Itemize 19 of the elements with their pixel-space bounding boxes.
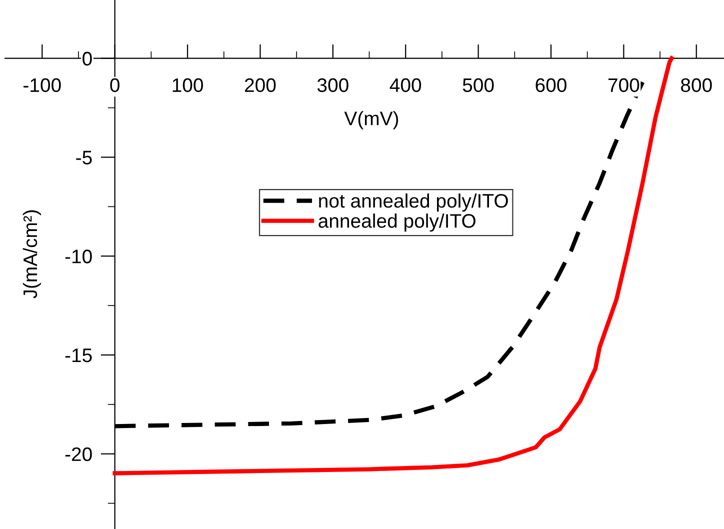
x-tick-label: 400 bbox=[390, 78, 422, 92]
x-tick-label: 300 bbox=[317, 78, 348, 92]
y-tick-label: 0 bbox=[82, 52, 92, 66]
x-tick-label: 0 bbox=[110, 78, 120, 92]
legend-label: annealed poly/ITO bbox=[318, 214, 476, 232]
legend-label: not annealed poly/ITO bbox=[319, 193, 508, 212]
x-tick-label: -100 bbox=[24, 78, 61, 92]
y-tick-label: -15 bbox=[65, 348, 92, 362]
y-tick-label: -5 bbox=[76, 150, 92, 164]
x-tick-label: 700 bbox=[608, 78, 640, 92]
y-tick-label: -10 bbox=[65, 250, 92, 264]
x-tick-label: 100 bbox=[172, 78, 203, 92]
x-tick-label: 200 bbox=[244, 78, 276, 92]
x-tick-label: 800 bbox=[681, 78, 712, 92]
y-tick-label: -20 bbox=[65, 447, 92, 462]
x-axis-title: V(mV) bbox=[344, 111, 398, 130]
x-tick-label: 500 bbox=[462, 78, 494, 92]
y-axis-title: J(mA/cm²) bbox=[22, 210, 42, 298]
x-tick-label: 600 bbox=[536, 78, 566, 92]
